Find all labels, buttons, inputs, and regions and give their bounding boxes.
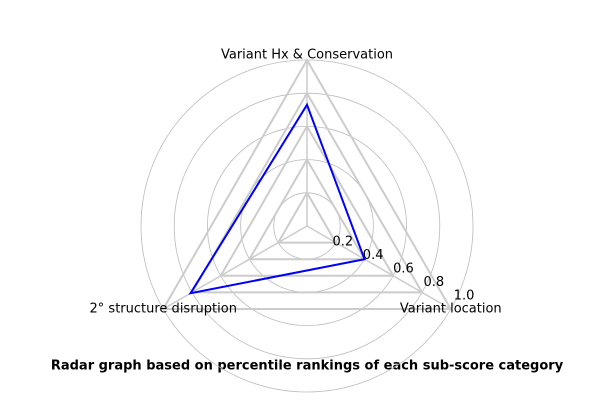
grid-polygon <box>219 124 395 277</box>
r-tick-label: 0.4 <box>363 248 384 263</box>
category-label: 2° structure disruption <box>90 302 237 317</box>
chart-title: Radar graph based on percentile rankings… <box>51 359 564 374</box>
r-tick-label: 0.6 <box>393 261 414 276</box>
radial-axis <box>306 225 452 310</box>
category-label: Variant location <box>400 302 502 317</box>
grid-polygon <box>190 91 424 294</box>
r-tick-label: 1.0 <box>454 288 475 303</box>
radial-axis <box>162 225 308 310</box>
category-label: Variant Hx & Conservation <box>221 48 393 63</box>
data-polygon <box>188 102 366 295</box>
grid-polygon <box>161 58 453 310</box>
grid-polygon <box>247 157 367 261</box>
grid-polygon <box>276 190 338 244</box>
r-tick-label: 0.2 <box>332 234 353 249</box>
r-tick-label: 0.8 <box>423 275 444 290</box>
